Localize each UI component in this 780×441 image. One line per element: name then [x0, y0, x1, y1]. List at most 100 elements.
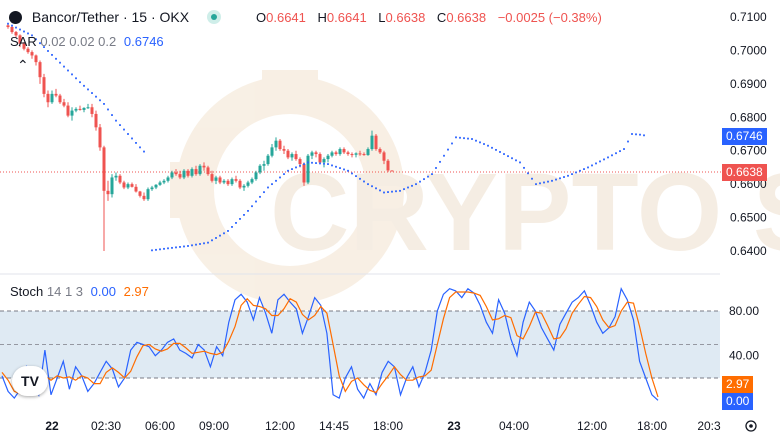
candle [266, 154, 270, 166]
sar-dot [439, 160, 441, 163]
sar-dot [115, 119, 117, 122]
time-axis-label: 02:30 [91, 419, 121, 433]
sar-dot [95, 95, 97, 98]
stoch-legend[interactable]: Stoch 14 1 3 0.00 2.97 [10, 284, 149, 299]
close-label: C [436, 10, 447, 25]
candle [94, 110, 98, 131]
sar-dot [211, 239, 213, 242]
sar-legend[interactable]: SAR 0.02 0.02 0.2 0.6746 [10, 34, 164, 49]
candle [62, 98, 66, 108]
sar-dot [627, 140, 629, 143]
sar-dot [59, 61, 61, 64]
sar-dot [159, 248, 161, 251]
interval-label[interactable]: 15 [131, 9, 148, 25]
candle [234, 175, 238, 183]
sar-dot [319, 162, 321, 165]
sar-dot [619, 150, 621, 153]
sar-dot [451, 142, 453, 145]
chart-settings-icon[interactable] [745, 420, 757, 432]
sar-params: 0.02 0.02 0.2 [40, 34, 117, 49]
stoch-axis[interactable]: 80.00 40.00 [729, 304, 759, 363]
candle [138, 190, 142, 198]
sar-dot [331, 164, 333, 167]
sar-dot [303, 163, 305, 165]
candle [386, 159, 390, 173]
symbol-header[interactable]: Bancor/Tether · 15 · OKX [9, 9, 222, 25]
candle [46, 90, 50, 108]
sar-dot [595, 162, 597, 165]
sar-dot [463, 137, 465, 140]
sar-dot [615, 152, 617, 155]
close-value: 0.6638 [446, 10, 487, 25]
sar-dot [71, 73, 73, 76]
sar-dot [323, 162, 325, 165]
sar-dot [407, 186, 409, 189]
candle [226, 179, 230, 186]
stoch-axis-label: 40.00 [729, 349, 759, 363]
sar-dot [179, 246, 181, 248]
collapse-legend-icon[interactable]: ⌃ [17, 57, 29, 73]
candle [170, 170, 174, 180]
symbol-name[interactable]: Bancor/Tether [31, 9, 120, 25]
sar-dot [171, 246, 173, 249]
sar-dot [311, 161, 313, 164]
candle [154, 184, 158, 190]
sar-dot [35, 38, 37, 41]
time-axis-label: 14:45 [319, 419, 349, 433]
candle [90, 103, 94, 118]
sar-dot [223, 232, 225, 235]
time-axis[interactable]: 22 02:30 06:00 09:00 12:00 14:45 18:00 23 04:00 1… [45, 419, 721, 433]
candle [322, 157, 326, 168]
sar-dot [39, 42, 41, 45]
sar-dot [207, 241, 209, 244]
sar-dot [75, 77, 77, 80]
sar-dot [551, 179, 553, 182]
sar-dot [167, 247, 169, 250]
sar-dot [63, 65, 65, 68]
watermark-text: CRYPTO SIGNALS [270, 151, 780, 274]
sar-dot [83, 84, 85, 87]
sar-dot [51, 53, 53, 56]
sar-dot [111, 114, 113, 116]
price-axis[interactable]: 0.71000.70000.69000.68000.67000.66000.65… [730, 10, 767, 258]
sar-dot [219, 234, 221, 237]
sar-dot [87, 88, 89, 91]
candle [338, 147, 342, 156]
candle [22, 42, 26, 51]
candles-group [6, 23, 394, 251]
candle [310, 150, 314, 160]
candle [314, 150, 318, 158]
sar-dot [523, 166, 525, 169]
sar-dot [635, 133, 637, 136]
sar-label: SAR [10, 34, 37, 49]
candle [370, 130, 374, 151]
sar-dot [475, 139, 477, 142]
candle [318, 152, 322, 165]
tradingview-logo-icon[interactable]: TV [12, 366, 48, 396]
time-axis-label: 04:00 [499, 419, 529, 433]
candle [262, 160, 266, 171]
stoch-params: 14 1 3 [46, 284, 84, 299]
candle [254, 170, 258, 181]
sar-dot [347, 169, 349, 172]
sar-dot [411, 184, 413, 187]
sar-dot [143, 150, 145, 153]
candle [114, 172, 118, 181]
sar-dot [27, 32, 29, 35]
sar-dot [327, 163, 329, 165]
candle [374, 134, 378, 151]
sar-dot [263, 191, 265, 194]
candle [218, 175, 222, 185]
sar-dot [483, 143, 485, 145]
sar-dot [47, 50, 49, 52]
sar-dot [643, 134, 645, 137]
sar-dot [79, 81, 81, 84]
candle [50, 90, 54, 104]
sar-dot [227, 230, 229, 232]
candle [14, 31, 18, 38]
sar-dot [31, 34, 33, 37]
sar-dot [187, 245, 189, 247]
sar-dot [431, 173, 433, 176]
